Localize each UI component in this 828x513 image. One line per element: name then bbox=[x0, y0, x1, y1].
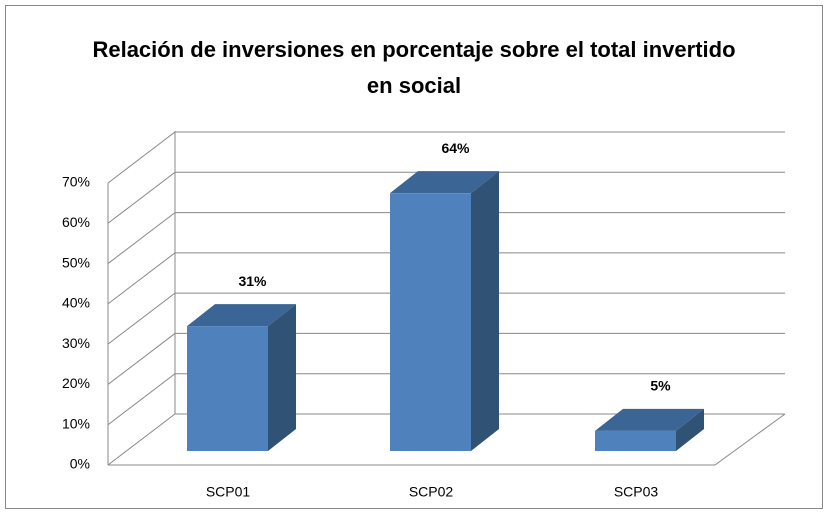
bar-side bbox=[471, 171, 499, 451]
grid-line bbox=[107, 212, 785, 264]
bar-top bbox=[595, 408, 704, 431]
grid-line bbox=[107, 292, 785, 345]
bar-side bbox=[268, 304, 296, 451]
grid-line bbox=[107, 413, 785, 466]
y-tick-label: 30% bbox=[62, 335, 90, 351]
data-label: 5% bbox=[650, 378, 671, 394]
bar-top bbox=[187, 304, 296, 327]
x-tick-label: SCP01 bbox=[206, 484, 251, 500]
chart-title: Relación de inversiones en porcentaje so… bbox=[92, 37, 736, 98]
y-tick-label: 0% bbox=[70, 456, 90, 472]
y-tick-label: 20% bbox=[62, 375, 90, 391]
bar bbox=[595, 430, 676, 451]
x-tick-label: SCP03 bbox=[614, 484, 659, 500]
grid-line bbox=[107, 131, 785, 184]
grid-line bbox=[107, 252, 785, 305]
y-tick-label: 70% bbox=[62, 174, 90, 190]
grid-line bbox=[107, 373, 785, 426]
data-label: 31% bbox=[238, 273, 267, 289]
x-tick-label: SCP02 bbox=[409, 484, 454, 500]
y-tick-label: 50% bbox=[62, 254, 90, 270]
bar-side bbox=[676, 408, 704, 451]
y-tick-label: 60% bbox=[62, 214, 90, 230]
data-label: 64% bbox=[441, 140, 470, 156]
y-tick-label: 40% bbox=[62, 295, 90, 311]
y-tick-label: 10% bbox=[62, 415, 90, 431]
bar bbox=[390, 193, 471, 451]
floor-right bbox=[714, 413, 786, 466]
grid-line bbox=[107, 332, 785, 385]
grid-line bbox=[107, 171, 785, 224]
bar-top bbox=[390, 171, 499, 194]
bar bbox=[187, 326, 268, 451]
